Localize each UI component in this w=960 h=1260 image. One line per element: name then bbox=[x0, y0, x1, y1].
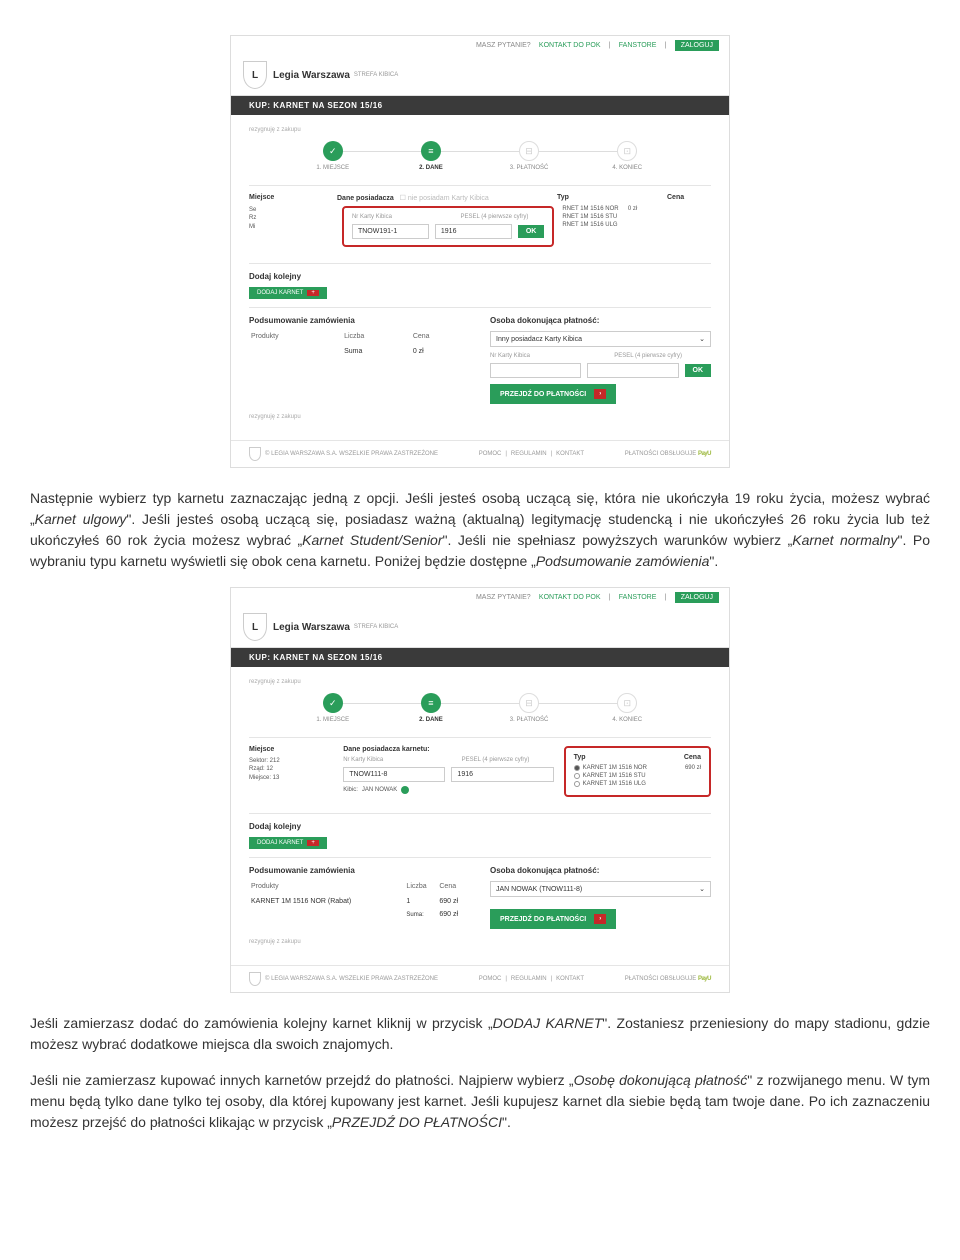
check-icon bbox=[401, 786, 409, 794]
type-radio-nor[interactable]: KARNET 1M 1516 NOR690 zł bbox=[574, 765, 701, 771]
logo-icon bbox=[243, 61, 267, 89]
footer-contact[interactable]: KONTAKT bbox=[556, 451, 584, 457]
type-highlight: TypCena KARNET 1M 1516 NOR690 zł KARNET … bbox=[564, 746, 711, 797]
header: Legia Warszawa STREFA KIBICA bbox=[231, 55, 729, 96]
footer-terms[interactable]: REGULAMIN bbox=[511, 451, 547, 457]
step1-icon: ✓ bbox=[323, 141, 343, 161]
paragraph-1: Następnie wybierz typ karnetu zaznaczają… bbox=[30, 488, 930, 572]
payer-select-2[interactable]: JAN NOWAK (TNOW111-8)⌄ bbox=[490, 881, 711, 897]
ok-button[interactable]: OK bbox=[518, 225, 545, 238]
step2-icon: ≡ bbox=[421, 141, 441, 161]
topbar-2: MASZ PYTANIE? KONTAKT DO POK | FANSTORE … bbox=[231, 588, 729, 607]
add-next-title: Dodaj kolejny bbox=[249, 272, 711, 281]
proceed-payment-button[interactable]: PRZEJDŹ DO PŁATNOŚCI› bbox=[490, 384, 616, 404]
logo-icon-2 bbox=[243, 613, 267, 641]
type-list: RNET 1M 1516 NOR 0 zł RNET 1M 1516 STU R… bbox=[562, 206, 711, 255]
progress-steps: ✓1. MIEJSCE ≡2. DANE ⊟3. PŁATNOŚĆ ⊡4. KO… bbox=[284, 141, 677, 171]
footer-help[interactable]: POMOC bbox=[479, 451, 502, 457]
no-card-checkbox[interactable]: nie posiadam Karty Kibica bbox=[408, 195, 489, 202]
topbar-question: MASZ PYTANIE? bbox=[476, 42, 531, 49]
screenshot-2: MASZ PYTANIE? KONTAKT DO POK | FANSTORE … bbox=[230, 587, 730, 993]
summary-title: Podsumowanie zamówienia bbox=[249, 316, 470, 325]
seat-info: Sektor: 212 Rząd: 12 Miejsce: 13 bbox=[249, 757, 333, 782]
step4-icon: ⊡ bbox=[617, 141, 637, 161]
arrow-right-icon: › bbox=[594, 389, 606, 399]
plus-icon: + bbox=[307, 290, 319, 296]
footer-logo-icon bbox=[249, 447, 261, 461]
brand-name: Legia Warszawa bbox=[273, 70, 350, 81]
pesel-input-2[interactable]: 1916 bbox=[451, 767, 553, 782]
payer-pesel-input[interactable] bbox=[587, 363, 678, 378]
payer-ok-button[interactable]: OK bbox=[685, 364, 712, 377]
screenshot-1: MASZ PYTANIE? KONTAKT DO POK | FANSTORE … bbox=[230, 35, 730, 468]
type-radio-ulg[interactable]: KARNET 1M 1516 ULG bbox=[574, 781, 701, 787]
paragraph-2: Jeśli zamierzasz dodać do zamówienia kol… bbox=[30, 1013, 930, 1055]
col-cena: Cena bbox=[667, 194, 684, 201]
cancel-link-top-2[interactable]: rezygnuję z zakupu bbox=[249, 679, 711, 685]
chevron-down-icon: ⌄ bbox=[699, 335, 705, 343]
payer-select[interactable]: Inny posiadacz Karty Kibica⌄ bbox=[490, 331, 711, 347]
step3-icon: ⊟ bbox=[519, 141, 539, 161]
add-karnet-button-2[interactable]: DODAJ KARNET+ bbox=[249, 837, 327, 849]
topbar: MASZ PYTANIE? KONTAKT DO POK | FANSTORE … bbox=[231, 36, 729, 55]
cancel-link-bottom[interactable]: rezygnuję z zakupu bbox=[249, 414, 711, 420]
proceed-payment-button-2[interactable]: PRZEJDŹ DO PŁATNOŚCI› bbox=[490, 909, 616, 929]
card-number-input[interactable]: TNOW191-1 bbox=[352, 224, 429, 239]
cancel-link-bottom-2[interactable]: rezygnuję z zakupu bbox=[249, 939, 711, 945]
login-button-2[interactable]: ZALOGUJ bbox=[675, 592, 719, 603]
topbar-fanstore[interactable]: FANSTORE bbox=[619, 42, 657, 49]
summary-table-2: ProduktyLiczbaCena KARNET 1M 1516 NOR (R… bbox=[249, 881, 470, 922]
add-karnet-button[interactable]: DODAJ KARNET+ bbox=[249, 287, 327, 299]
card-number-input-2[interactable]: TNOW111-8 bbox=[343, 767, 445, 782]
summary-table: ProduktyLiczbaCena Suma0 zł bbox=[249, 331, 470, 359]
seat-info-partial: SeRzMi bbox=[249, 206, 334, 255]
col-typ: Typ bbox=[557, 194, 569, 201]
payer-title: Osoba dokonująca płatność: bbox=[490, 316, 711, 325]
col-miejsce: Miejsce bbox=[249, 194, 274, 201]
card-input-highlight: Nr Karty KibicaPESEL (4 pierwsze cyfry) … bbox=[342, 206, 554, 247]
topbar-contact[interactable]: KONTAKT DO POK bbox=[539, 42, 601, 49]
chevron-down-icon-2: ⌄ bbox=[699, 885, 705, 893]
payer-card-input[interactable] bbox=[490, 363, 581, 378]
payu-logo: PayU bbox=[698, 451, 711, 457]
brand-sub: STREFA KIBICA bbox=[354, 72, 398, 78]
pesel-input[interactable]: 1916 bbox=[435, 224, 512, 239]
title-bar: KUP: KARNET NA SEZON 15/16 bbox=[231, 96, 729, 115]
cancel-link-top[interactable]: rezygnuję z zakupu bbox=[249, 127, 711, 133]
col-dane: Dane posiadacza bbox=[337, 195, 394, 202]
login-button[interactable]: ZALOGUJ bbox=[675, 40, 719, 51]
footer: © LEGIA WARSZAWA S.A. WSZELKIE PRAWA ZAS… bbox=[231, 440, 729, 467]
paragraph-3: Jeśli nie zamierzasz kupować innych karn… bbox=[30, 1070, 930, 1133]
type-radio-stu[interactable]: KARNET 1M 1516 STU bbox=[574, 773, 701, 779]
